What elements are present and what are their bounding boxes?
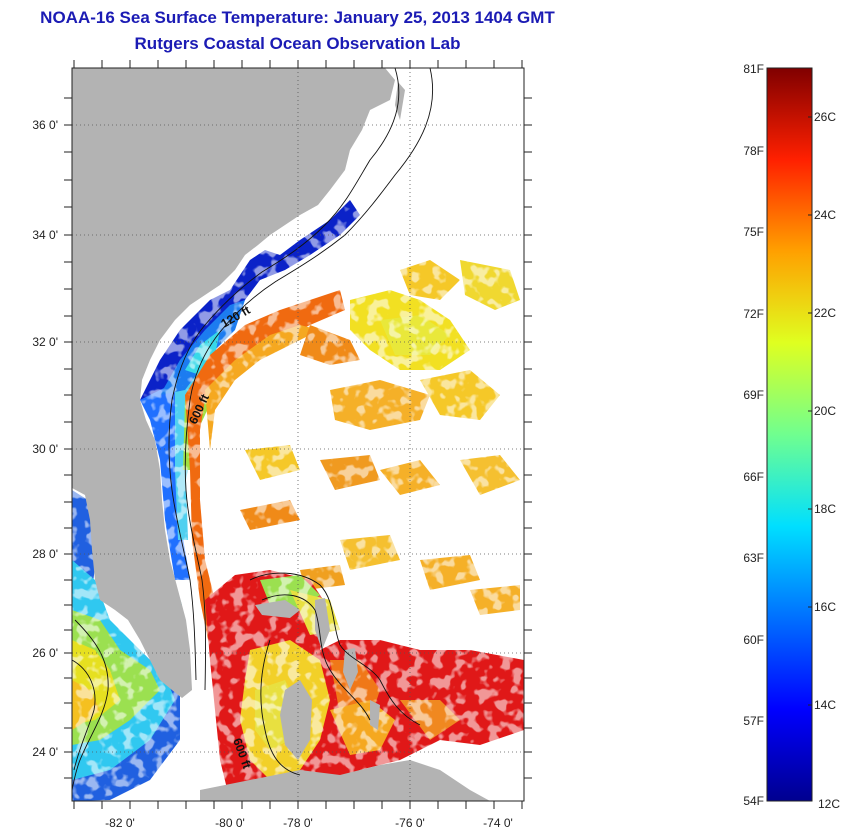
colorbar-fahrenheit: 81F 78F 75F 72F 69F 66F 63F 60F 57F 54F [743,62,764,808]
sst-map: 120 ft 600 ft 600 ft 36 0' 34 0' 32 0' 3… [32,60,532,830]
lat-axis: 36 0' 34 0' 32 0' 30 0' 28 0' 26 0' 24 0… [32,118,58,759]
f-label: 75F [743,225,764,239]
c-label: 18C [814,502,836,516]
colorbar-celsius: 26C 24C 22C 20C 18C 16C 14C 12C [814,110,840,811]
colorbar: 81F 78F 75F 72F 69F 66F 63F 60F 57F 54F … [743,62,840,811]
c-label: 16C [814,600,836,614]
contour-600ft [184,68,434,691]
lat-tick-label: 36 0' [32,118,58,132]
c-label: 24C [814,208,836,222]
map-subtitle: Rutgers Coastal Ocean Observation Lab [134,34,461,53]
c-label: 20C [814,404,836,418]
f-label: 72F [743,307,764,321]
contour-120ft [168,68,400,681]
c-label: 26C [814,110,836,124]
f-label: 63F [743,551,764,565]
contour-bahamas-2 [261,594,371,721]
f-label: 78F [743,144,764,158]
lat-tick-label: 34 0' [32,228,58,242]
f-label: 66F [743,470,764,484]
f-label: 54F [743,794,764,808]
lat-tick-label: 30 0' [32,442,58,456]
contour-bahamas-3 [260,639,301,776]
f-label: 57F [743,714,764,728]
land [72,68,490,801]
isobaths [72,68,434,791]
lat-tick-label: 26 0' [32,646,58,660]
f-label: 81F [743,62,764,76]
c-label: 14C [814,698,836,712]
c-label: 12C [818,797,840,811]
contour-gulf [72,619,109,791]
f-label: 60F [743,633,764,647]
lat-tick-label: 24 0' [32,745,58,759]
contour-bahamas-1 [249,572,421,726]
map-title: NOAA-16 Sea Surface Temperature: January… [40,8,555,27]
f-label: 69F [743,388,764,402]
contour-gulf-2 [72,659,96,771]
axis-ticks [64,60,532,809]
c-label: 22C [814,306,836,320]
lon-tick-label: -74 0' [483,816,513,830]
lon-axis: -82 0' -80 0' -78 0' -76 0' -74 0' [105,816,513,830]
lon-tick-label: -80 0' [215,816,245,830]
lon-tick-label: -78 0' [283,816,313,830]
lon-tick-label: -82 0' [105,816,135,830]
graticule [72,68,524,801]
colorbar-scale [766,67,813,802]
lat-tick-label: 28 0' [32,547,58,561]
lon-tick-label: -76 0' [395,816,425,830]
lat-tick-label: 32 0' [32,335,58,349]
